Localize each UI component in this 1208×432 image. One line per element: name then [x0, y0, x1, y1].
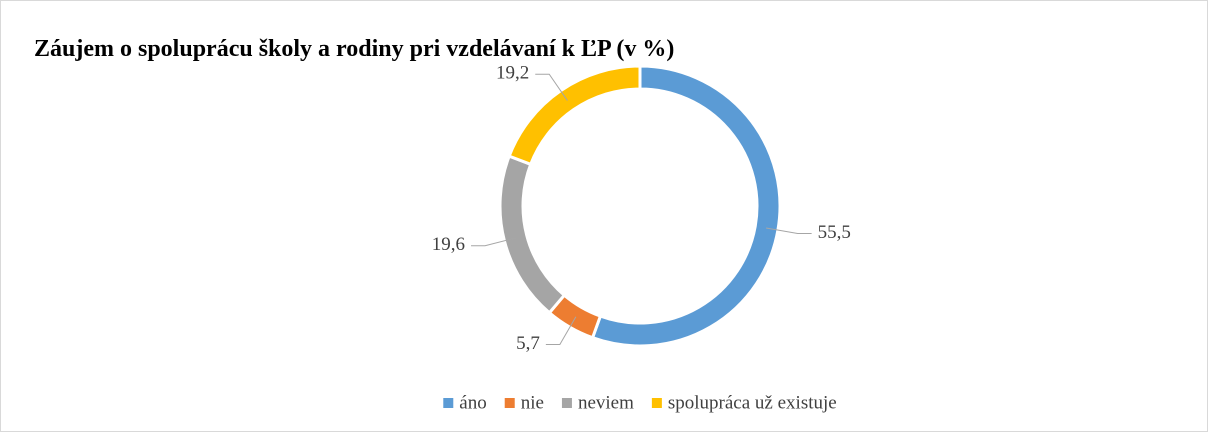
data-label: 55,5: [818, 222, 851, 243]
leader-line: [766, 227, 812, 235]
legend-label: áno: [459, 392, 486, 413]
chart-title: Záujem o spoluprácu školy a rodiny pri v…: [34, 36, 674, 62]
leader-line: [545, 316, 577, 345]
leader-line: [471, 237, 517, 247]
data-label: 19,6: [432, 234, 465, 255]
data-label: 19,2: [496, 63, 529, 84]
data-label: 5,7: [516, 333, 540, 354]
legend-label: nie: [521, 392, 544, 413]
legend-marker: [504, 398, 515, 408]
legend-marker: [651, 398, 662, 408]
legend-label: neviem: [578, 392, 634, 413]
legend-marker: [443, 398, 454, 408]
legend-marker: [561, 398, 572, 408]
donut-segment: [507, 64, 642, 167]
leader-line: [535, 73, 568, 101]
legend-label: spolupráca už existuje: [668, 392, 837, 413]
